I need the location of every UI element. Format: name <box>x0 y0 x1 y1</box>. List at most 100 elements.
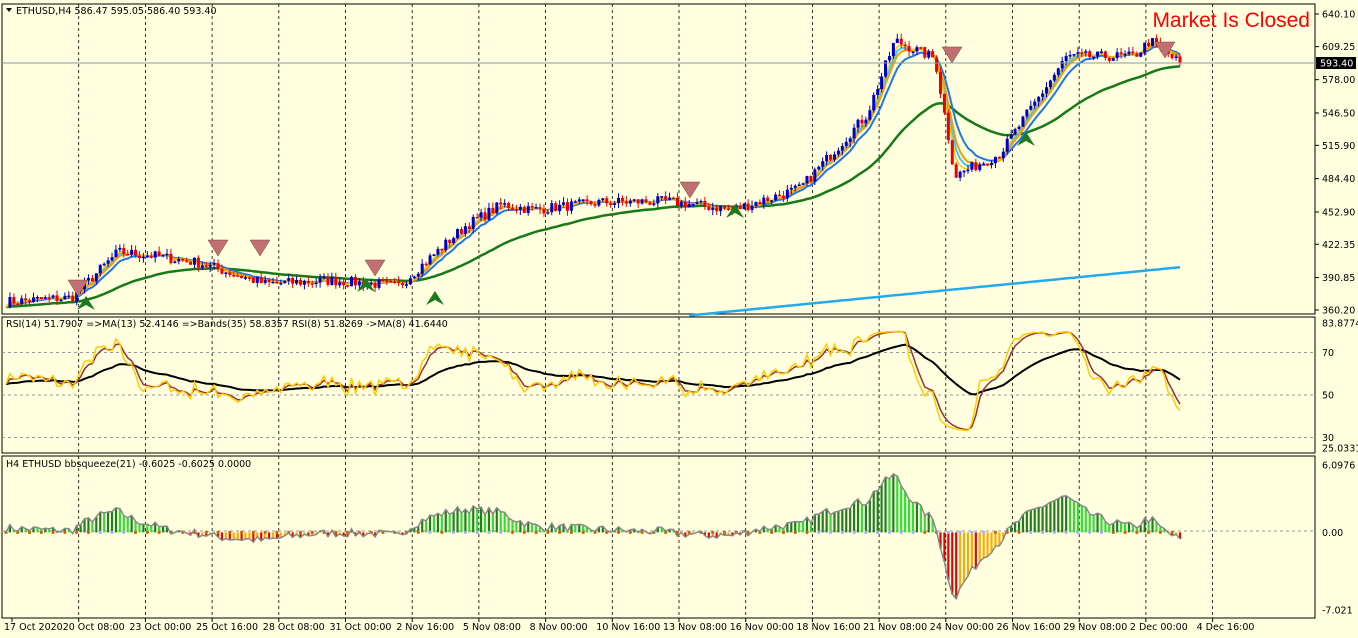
candle-body <box>196 257 200 268</box>
candle-body <box>126 253 130 256</box>
candle-body <box>12 297 16 304</box>
candle-body <box>852 127 856 139</box>
candle-body <box>978 164 982 171</box>
candle-body <box>942 93 946 113</box>
squeeze-dot <box>1088 530 1092 534</box>
candle-body <box>275 281 279 284</box>
candle-body <box>660 196 664 198</box>
candle-body <box>617 197 621 204</box>
candle-body <box>432 254 436 257</box>
candle-body <box>1001 151 1005 159</box>
candle-body <box>385 280 389 283</box>
squeeze-tick-label: -7.021 <box>1322 606 1353 617</box>
candle-body <box>404 284 408 286</box>
squeeze-dot <box>993 530 998 534</box>
candle-body <box>821 161 825 167</box>
candle-body <box>165 253 169 256</box>
candle-body <box>1178 56 1182 63</box>
candle-body <box>711 207 715 210</box>
sell-arrow-icon <box>364 259 386 277</box>
candle-body <box>1052 74 1056 81</box>
candle-body <box>766 197 770 201</box>
squeeze-panel[interactable] <box>1 455 1316 619</box>
candle-body <box>479 212 483 218</box>
squeeze-dot <box>110 530 114 534</box>
candle-body <box>805 176 809 184</box>
candle-body <box>259 277 263 284</box>
buy-arrow-icon <box>426 291 444 305</box>
candle-body <box>216 263 220 269</box>
candle-body <box>342 282 346 286</box>
candle-body <box>628 200 632 204</box>
time-tick-label: 18 Nov 16:00 <box>796 622 860 633</box>
candle-body <box>200 265 204 268</box>
candle-body <box>20 298 24 305</box>
candle-body <box>950 140 954 165</box>
candle-body <box>644 199 648 203</box>
candle-body <box>719 206 723 212</box>
rsi-tick-label: 30 <box>1322 433 1334 444</box>
candle-body <box>538 207 542 209</box>
candle-body <box>189 261 193 265</box>
candle-body <box>110 257 114 261</box>
candle-body <box>876 89 880 95</box>
squeeze-dot <box>86 530 91 534</box>
candle-body <box>267 279 271 283</box>
candle-body <box>63 295 67 300</box>
candle-body <box>675 197 679 206</box>
candle-body <box>353 276 357 286</box>
buy-arrow-icon <box>1017 132 1035 146</box>
squeeze-dot <box>1146 530 1151 534</box>
candle-body <box>613 203 617 205</box>
time-tick-label: 10 Nov 16:00 <box>596 622 660 633</box>
candle-body <box>1017 126 1021 129</box>
squeeze-dot <box>722 530 727 534</box>
squeeze-dot <box>228 530 232 534</box>
candle-body <box>1107 57 1111 61</box>
candle-body <box>43 297 47 300</box>
candle-body <box>1072 53 1076 56</box>
rsi-line <box>5 330 1181 432</box>
squeeze-dot <box>440 530 444 534</box>
rsi-tick-label: 70 <box>1322 348 1334 359</box>
candle-body <box>778 194 782 197</box>
candle-body <box>699 200 703 203</box>
chevron-down-icon[interactable] <box>6 8 12 12</box>
price-panel[interactable] <box>1 3 1316 315</box>
candle-body <box>671 197 675 200</box>
candle-body <box>145 255 149 258</box>
squeeze-dot <box>1111 530 1115 534</box>
time-tick-label: 17 Oct 2020 <box>4 622 63 633</box>
candle-body <box>401 283 405 286</box>
candle-body <box>864 119 868 124</box>
sell-arrow-icon <box>67 279 89 297</box>
squeeze-dot <box>558 530 562 534</box>
squeeze-dot <box>923 530 927 534</box>
candle-body <box>915 47 919 52</box>
candle-body <box>134 249 138 256</box>
buy-arrow-icon <box>726 204 744 218</box>
squeeze-dot <box>581 530 585 534</box>
symbol-header: ETHUSD,H4 586.47 595.05 586.40 593.40 <box>16 6 217 17</box>
candle-body <box>923 47 927 58</box>
squeeze-dot <box>711 530 715 534</box>
candle-body <box>573 201 577 203</box>
candle-body <box>224 272 228 274</box>
candle-body <box>958 171 962 178</box>
candle-body <box>1021 116 1025 127</box>
candle-body <box>59 299 63 302</box>
buy-arrow-icon <box>357 278 375 292</box>
squeeze-outline <box>5 473 1181 601</box>
time-tick-label: 2 Nov 16:00 <box>396 622 454 633</box>
candle-body <box>836 150 840 155</box>
price-tick-label: 360.20 <box>1322 306 1355 317</box>
candle-body <box>373 282 377 288</box>
squeeze-dot <box>840 530 844 534</box>
candle-body <box>499 202 503 205</box>
candle-body <box>503 203 507 205</box>
candle-body <box>530 206 534 208</box>
candle-body <box>1033 101 1037 106</box>
squeeze-dot <box>569 530 574 534</box>
candle-body <box>31 297 35 303</box>
